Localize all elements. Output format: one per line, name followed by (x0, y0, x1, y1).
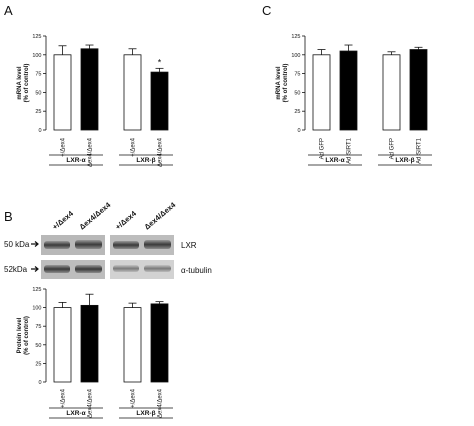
western-blot: +/Δex4 Δex4/Δex4 +/Δex4 Δex4/Δex4 50 kDa… (4, 200, 212, 279)
bar (80, 304, 99, 383)
y-tick-label: 100 (32, 53, 41, 59)
x-tick-label: +/Δex4 (61, 388, 67, 408)
y-tick-label: 75 (35, 72, 41, 78)
blot-band (44, 241, 70, 249)
blot-protein-label-1: LXR (181, 241, 197, 250)
y-tick-label: 0 (38, 380, 41, 386)
blot-lane-label-2: Δex4/Δex4 (78, 200, 113, 232)
y-tick-label: 100 (291, 53, 300, 59)
x-tick-label: Δex4/Δex4 (158, 137, 164, 167)
blot-arrow-1-icon (31, 241, 39, 247)
panel-letter-a: A (4, 3, 13, 18)
bar (312, 54, 331, 131)
x-tick-label: Δex4/Δex4 (88, 137, 94, 167)
y-tick-label: 25 (35, 109, 41, 115)
y-tick-label: 75 (35, 324, 41, 330)
blot-strip-tubulin-right (110, 260, 174, 279)
y-tick-label: 50 (294, 90, 300, 96)
y-tick-label: 125 (32, 34, 41, 40)
x-tick-label: Ad SIRT1 (417, 137, 423, 164)
x-tick-label: Δex4/Δex4 (158, 388, 164, 418)
x-tick-label: +/Δex4 (131, 137, 137, 157)
group-label: LXR-α (66, 410, 85, 417)
x-tick-label: Ad GFP (390, 138, 396, 159)
significance-marker: * (158, 57, 162, 67)
y-axis-label: Protein level(% of control) (17, 316, 30, 355)
y-axis-label: mRNA level(% of control) (276, 64, 289, 103)
blot-lane-label-1: +/Δex4 (51, 208, 76, 231)
blot-mw-marker-1: 50 kDa (4, 240, 30, 249)
y-tick-label: 125 (291, 34, 300, 40)
chart-b: 0 25 50 75 100 125 Protein level(% of control)… (17, 287, 173, 419)
y-tick-label: 25 (35, 361, 41, 367)
chart-c: 0 25 50 75 100 125 mRNA level(% of control) Ad … (276, 34, 432, 166)
panel-letter-b: B (4, 209, 13, 224)
bar (123, 54, 142, 131)
x-tick-label: +/Δex4 (131, 388, 137, 408)
y-tick-label: 0 (297, 128, 300, 134)
x-tick-label: Ad GFP (320, 138, 326, 159)
y-axis-label: mRNA level(% of control) (17, 64, 30, 103)
blot-lane-label-4: Δex4/Δex4 (143, 200, 178, 232)
y-tick-label: 0 (38, 128, 41, 134)
blot-arrow-2-icon (31, 266, 39, 272)
y-tick-label: 75 (294, 72, 300, 78)
bar (339, 50, 358, 131)
y-tick-label: 125 (32, 287, 41, 293)
bar (53, 54, 72, 131)
blot-band (44, 265, 70, 273)
blot-band (75, 240, 102, 249)
blot-band (113, 265, 139, 272)
blot-mw-marker-2: 52kDa (4, 265, 28, 274)
y-tick-label: 25 (294, 109, 300, 115)
group-label: LXR-α (66, 157, 85, 164)
bar (150, 303, 169, 383)
group-label: LXR-β (136, 410, 155, 417)
group-label: LXR-α (325, 157, 344, 164)
blot-band (144, 265, 171, 272)
bar (80, 48, 99, 131)
blot-band (144, 240, 171, 249)
bar (150, 71, 169, 131)
panel-letter-c: C (262, 3, 271, 18)
blot-band (113, 241, 139, 249)
y-tick-label: 100 (32, 306, 41, 312)
x-tick-label: Δex4/Δex4 (88, 388, 94, 418)
blot-protein-label-2: α-tubulin (181, 266, 212, 275)
x-tick-label: Ad SIRT1 (347, 137, 353, 164)
y-tick-label: 50 (35, 90, 41, 96)
bar (53, 307, 72, 383)
group-label: LXR-β (395, 157, 414, 164)
blot-lane-label-3: +/Δex4 (114, 208, 139, 231)
bar (409, 49, 428, 131)
bar (123, 307, 142, 383)
bar (382, 54, 401, 131)
blot-strip-tubulin-left (41, 260, 105, 279)
x-tick-label: +/Δex4 (61, 137, 67, 157)
chart-a: 0 25 50 75 100 125 mRNA level(% of control) +/Δ… (17, 34, 173, 167)
blot-band (75, 265, 102, 273)
group-label: LXR-β (136, 157, 155, 164)
y-tick-label: 50 (35, 343, 41, 349)
